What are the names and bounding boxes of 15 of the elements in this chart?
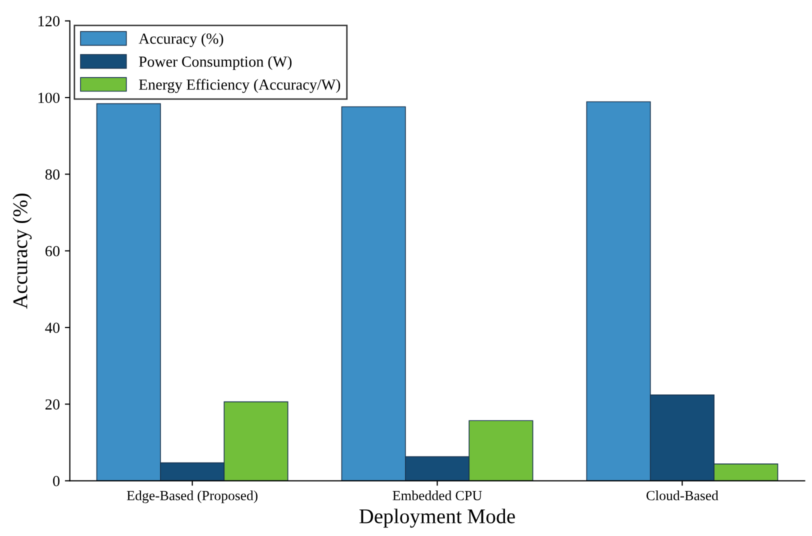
y-tick-label: 80 <box>45 169 60 180</box>
x-tick-label: Edge-Based (Proposed) <box>126 490 258 504</box>
y-tick-label: 60 <box>45 246 60 256</box>
y-tick-label: 40 <box>45 322 60 333</box>
y-tick-label: 0 <box>53 476 60 486</box>
x-tick-label: Cloud-Based <box>646 490 718 500</box>
y-tick-label: 20 <box>46 399 60 410</box>
y-tick-label: 100 <box>38 92 60 104</box>
x-tick-label: Embedded CPU <box>392 490 482 500</box>
legend-label: Energy Efficiency (Accuracy/W) <box>139 78 340 93</box>
x-axis-title: Deployment Mode <box>359 508 515 528</box>
y-tick-label: 120 <box>38 16 60 26</box>
legend-label: Power Consumption (W) <box>139 56 292 70</box>
legend-label: Accuracy (%) <box>138 33 224 47</box>
y-axis-title: Accuracy (%) <box>12 194 32 309</box>
